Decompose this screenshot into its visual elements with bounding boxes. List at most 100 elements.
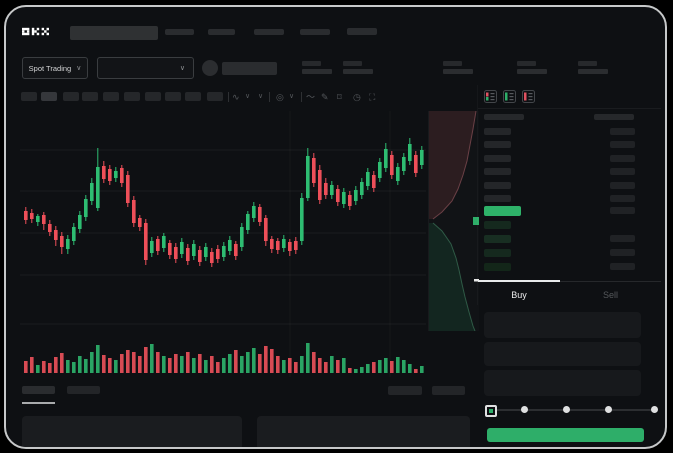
timeframe-button-5[interactable] <box>103 92 119 101</box>
device-frame: Spot Trading ∨ ∨ Buy Sell <box>4 5 667 449</box>
chart-type-icon[interactable]: ∿ <box>232 92 240 102</box>
bottom-tab-order-history[interactable] <box>67 386 100 394</box>
timeframe-button-6[interactable] <box>124 92 140 101</box>
bid-price-placeholder-3[interactable] <box>484 249 511 257</box>
slider-stop-2[interactable] <box>521 406 528 413</box>
last-price-bar[interactable] <box>484 206 521 216</box>
ask-price-placeholder-4[interactable] <box>484 168 511 175</box>
timeframe-button-9[interactable] <box>185 92 201 101</box>
timeframe-button-2[interactable] <box>41 92 57 101</box>
indicators-icon[interactable]: ◎ <box>276 92 284 102</box>
bid-price-placeholder-1[interactable] <box>484 221 511 229</box>
timeframe-button-1[interactable] <box>21 92 37 101</box>
timeframe-button-10[interactable] <box>207 92 223 101</box>
ask-amount-placeholder-1 <box>610 128 635 135</box>
stat-value-placeholder-2 <box>343 69 373 74</box>
book-bids-only-icon[interactable] <box>503 90 516 103</box>
nav-item-placeholder-2[interactable] <box>208 29 235 35</box>
nav-item-placeholder-3[interactable] <box>254 29 284 35</box>
bid-price-placeholder-4[interactable] <box>484 263 511 271</box>
book-asks-only-icon[interactable] <box>522 90 535 103</box>
bottom-active-tab-underline <box>22 402 55 404</box>
chart-type-caret-icon[interactable]: ∨ <box>245 93 251 100</box>
ask-price-placeholder-2[interactable] <box>484 141 511 148</box>
compare-caret-icon[interactable]: ∨ <box>258 93 264 100</box>
toolbar-divider-3 <box>301 92 302 102</box>
instrument-dropdown[interactable]: ∨ <box>97 57 194 79</box>
bottom-tab-open-orders[interactable] <box>22 386 55 394</box>
positions-panel-placeholder <box>257 416 470 447</box>
ask-price-placeholder-5[interactable] <box>484 182 511 189</box>
ask-price-placeholder-6[interactable] <box>484 195 511 202</box>
slider-handle-fill <box>489 409 493 413</box>
toolbar-divider-1 <box>228 92 229 102</box>
stat-value-placeholder-4 <box>517 69 547 74</box>
panel-divider <box>477 85 478 305</box>
slider-stop-3[interactable] <box>563 406 570 413</box>
stat-value-placeholder-5 <box>578 69 608 74</box>
bid-amount-placeholder-3 <box>610 249 635 256</box>
ask-amount-placeholder-5 <box>610 182 635 189</box>
bid-amount-placeholder-2 <box>610 235 635 242</box>
stat-label-placeholder-4 <box>517 61 536 66</box>
toolbar-divider-2 <box>269 92 270 102</box>
history-icon[interactable]: ◷ <box>353 92 361 102</box>
ask-amount-placeholder-2 <box>610 141 635 148</box>
market-type-label: Spot Trading <box>28 63 72 73</box>
ask-amount-placeholder-4 <box>610 168 635 175</box>
stat-value-placeholder-1 <box>302 69 332 74</box>
tab-bar-line <box>478 281 661 282</box>
book-combined-icon[interactable] <box>484 90 497 103</box>
bottom-action-placeholder-2[interactable] <box>432 386 465 395</box>
orderbook-divider <box>478 108 661 109</box>
last-amount-placeholder <box>610 207 635 214</box>
camera-icon[interactable]: ⌑ <box>337 92 342 102</box>
ask-price-placeholder-3[interactable] <box>484 155 511 162</box>
ask-price-placeholder-1[interactable] <box>484 128 511 135</box>
price-placeholder <box>222 62 277 75</box>
tab-buy-label: Buy <box>511 290 527 300</box>
line-tool-icon[interactable]: 〜 <box>306 92 316 102</box>
candlestick-chart[interactable] <box>20 111 426 377</box>
tab-sell-label: Sell <box>602 290 618 300</box>
orderbook-price-header <box>484 114 524 120</box>
tab-sell[interactable]: Sell <box>560 287 661 303</box>
active-tab-indicator <box>478 280 560 282</box>
timeframe-button-8[interactable] <box>165 92 181 101</box>
amount-slider-track[interactable] <box>489 409 654 411</box>
stat-value-placeholder-3 <box>443 69 473 74</box>
chevron-down-icon: ∨ <box>76 64 82 72</box>
search-input[interactable] <box>70 26 158 40</box>
amount-slider-handle[interactable] <box>485 405 497 417</box>
price-field[interactable] <box>484 312 641 338</box>
ask-amount-placeholder-3 <box>610 155 635 162</box>
bid-amount-placeholder-4 <box>610 263 635 270</box>
fullscreen-icon[interactable]: ⛶ <box>369 92 376 102</box>
nav-item-placeholder-5[interactable] <box>347 28 377 35</box>
draw-tool-icon[interactable]: ✎ <box>321 92 329 102</box>
orders-panel-placeholder <box>22 416 242 447</box>
orderbook-amount-header <box>594 114 634 120</box>
amount-field[interactable] <box>484 342 641 366</box>
timeframe-button-4[interactable] <box>82 92 98 101</box>
ask-amount-placeholder-6 <box>610 195 635 202</box>
market-type-dropdown[interactable]: Spot Trading ∨ <box>22 57 88 79</box>
bottom-action-placeholder-1[interactable] <box>388 386 422 395</box>
timeframe-button-7[interactable] <box>145 92 161 101</box>
total-field[interactable] <box>484 370 641 396</box>
buy-button[interactable] <box>487 428 644 442</box>
stat-label-placeholder-5 <box>578 61 597 66</box>
chevron-down-icon: ∨ <box>179 64 185 72</box>
nav-item-placeholder-1[interactable] <box>165 29 194 35</box>
tab-buy[interactable]: Buy <box>478 287 560 303</box>
nav-item-placeholder-4[interactable] <box>300 29 330 35</box>
timeframe-button-3[interactable] <box>63 92 79 101</box>
slider-stop-5[interactable] <box>651 406 658 413</box>
stat-label-placeholder-3 <box>443 61 462 66</box>
bid-price-placeholder-2[interactable] <box>484 235 511 243</box>
coin-avatar <box>202 60 218 76</box>
indicators-caret-icon[interactable]: ∨ <box>289 93 295 100</box>
depth-chart <box>428 111 479 331</box>
slider-stop-4[interactable] <box>605 406 612 413</box>
